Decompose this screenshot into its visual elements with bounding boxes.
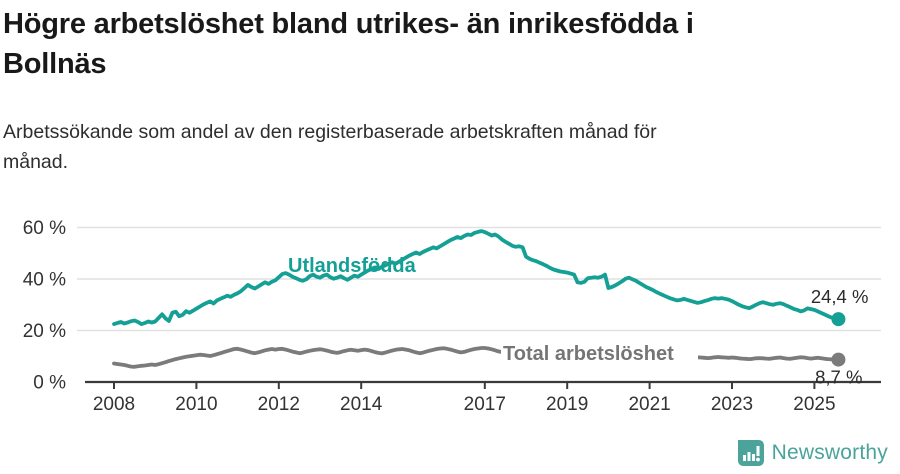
x-axis-label-2010: 2010 bbox=[175, 394, 217, 415]
page-title: Högre arbetslöshet bland utrikes- än inr… bbox=[3, 4, 883, 84]
series-label-utlandsfodda: Utlandsfödda bbox=[288, 255, 417, 277]
title-line-2: Bollnäs bbox=[3, 48, 107, 80]
label-mask-total bbox=[501, 342, 698, 364]
x-axis-label-2014: 2014 bbox=[340, 394, 383, 415]
series-line-utlandsfodda bbox=[112, 229, 841, 327]
y-axis-label-40: 40 % bbox=[23, 270, 66, 291]
end-value-label-utlandsfodda: 24,4 % bbox=[811, 286, 869, 307]
title-line-1: Högre arbetslöshet bland utrikes- än inr… bbox=[3, 8, 694, 40]
y-axis-label-60: 60 % bbox=[23, 218, 66, 239]
end-dot-utlandsfodda bbox=[831, 312, 846, 327]
unemployment-line-chart: 0 % 20 % 40 % 60 % 2008 2010 2012 2014 2017 2019 2… bbox=[0, 195, 900, 435]
subtitle-line-2: månad. bbox=[3, 151, 69, 173]
x-axis-label-2025: 2025 bbox=[793, 394, 835, 415]
series-label-total-arbetsloshet: Total arbetslöshet bbox=[503, 343, 674, 365]
series-line-total-arbetsloshet bbox=[112, 346, 841, 369]
x-axis-label-2021: 2021 bbox=[628, 394, 670, 415]
x-axis-label-2008: 2008 bbox=[93, 394, 135, 415]
x-axis-label-2019: 2019 bbox=[546, 394, 588, 415]
newsworthy-logo: Newsworthy bbox=[737, 440, 888, 466]
subtitle-line-1: Arbetssökande som andel av den registerb… bbox=[3, 121, 657, 143]
y-axis-label-0: 0 % bbox=[33, 373, 66, 394]
end-value-label-total: 8,7 % bbox=[815, 367, 862, 388]
x-axis-label-2023: 2023 bbox=[711, 394, 753, 415]
x-axis-label-2017: 2017 bbox=[464, 394, 506, 415]
y-axis-label-20: 20 % bbox=[23, 321, 66, 342]
chart-subtitle: Arbetssökande som andel av den registerb… bbox=[3, 117, 863, 177]
chart-canvas: 0 % 20 % 40 % 60 % 2008 2010 2012 2014 2017 2019 2… bbox=[23, 218, 881, 415]
newsworthy-pin-bar-chart-icon bbox=[737, 440, 764, 466]
x-axis-label-2012: 2012 bbox=[258, 394, 300, 415]
brand-name: Newsworthy bbox=[771, 441, 888, 464]
end-dot-total bbox=[831, 352, 846, 367]
